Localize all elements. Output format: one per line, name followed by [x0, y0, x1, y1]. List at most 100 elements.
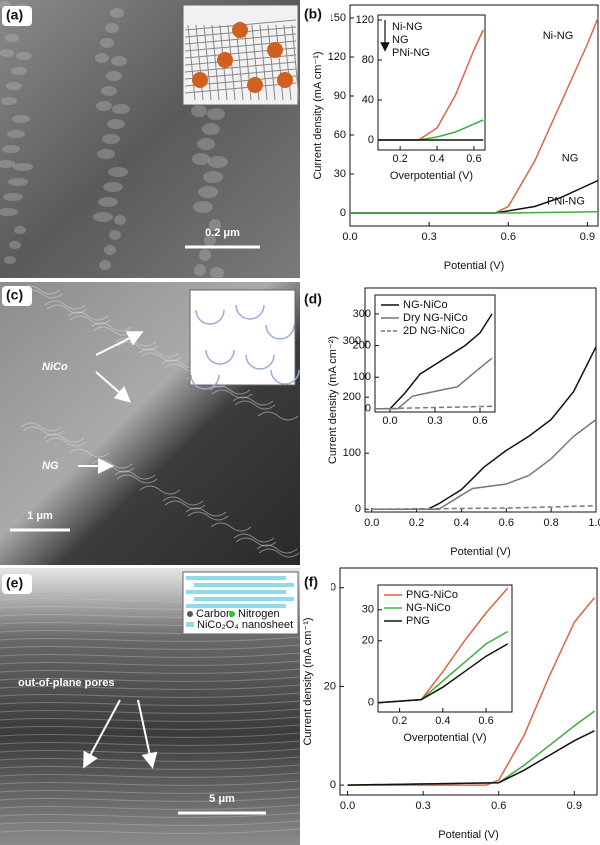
- texture: [7, 130, 25, 138]
- panel-label-box: [2, 6, 32, 26]
- texture: [0, 684, 301, 690]
- y-tick-label: 0: [340, 207, 346, 219]
- chart: 0.2 0.4 0.6 0 40 80 120 Overpotential (V) Ni-NGN…: [356, 14, 486, 182]
- texture: [197, 138, 215, 150]
- lattice: [184, 61, 297, 73]
- x-tick-label: 0.3: [422, 231, 437, 243]
- texture: [111, 56, 127, 66]
- inset-background: [375, 295, 495, 412]
- texture: [0, 732, 301, 738]
- y-tick-label: 100: [353, 371, 371, 383]
- series-label: PNi-NG: [547, 196, 585, 208]
- plot-frame: [377, 584, 513, 713]
- texture: [12, 115, 30, 123]
- texture: [210, 522, 252, 532]
- texture: [14, 226, 26, 234]
- y-axis-label: Current density (mA cm⁻¹): [302, 617, 314, 745]
- texture: [46, 304, 88, 314]
- texture: [45, 437, 87, 447]
- series-line: [371, 346, 597, 510]
- texture: [101, 86, 117, 96]
- texture: [3, 193, 23, 201]
- series-line: [375, 313, 493, 410]
- y-tick-label: 300: [353, 308, 371, 320]
- texture: [140, 352, 182, 362]
- texture: [44, 300, 86, 310]
- texture: [187, 511, 229, 521]
- texture: [106, 71, 122, 81]
- texture: [0, 660, 301, 666]
- x-tick-label: 0.6: [466, 153, 481, 165]
- y-tick-label: 0: [368, 134, 374, 146]
- texture: [11, 67, 27, 75]
- y-axis-label: Current density (mA cm⁻²): [327, 336, 339, 464]
- inset-c: [189, 289, 296, 386]
- texture: [258, 548, 300, 558]
- legend-text: 2D NG-NiCo: [403, 325, 465, 337]
- y-tick-label: 0: [330, 779, 336, 791]
- x-tick-label: 0.2: [392, 715, 407, 727]
- arrow: [137, 699, 158, 769]
- x-axis-label: Overpotential (V): [390, 170, 473, 182]
- nanosheet: [186, 590, 286, 594]
- y-tick-label: 20: [324, 680, 336, 692]
- series-line: [371, 505, 597, 510]
- texture: [139, 485, 181, 495]
- texture: [0, 676, 301, 682]
- y-tick-label: 20: [362, 635, 374, 647]
- texture: [0, 724, 301, 730]
- texture: [114, 215, 126, 225]
- crescent: [195, 309, 225, 325]
- y-tick-label: 120: [328, 51, 346, 63]
- texture: [164, 500, 206, 510]
- texture: [0, 756, 301, 762]
- texture: [0, 636, 301, 642]
- texture: [0, 740, 301, 746]
- y-tick-label: 100: [343, 447, 361, 459]
- lattice: [275, 24, 284, 101]
- texture: [9, 241, 21, 249]
- crescent: [265, 324, 295, 340]
- legend-text: NG: [392, 34, 409, 46]
- legend-dot: [187, 611, 193, 617]
- y-tick-label: 200: [353, 340, 371, 352]
- texture: [0, 788, 301, 794]
- texture: [0, 49, 14, 57]
- legend-text: Dry NG-NiCo: [403, 312, 468, 324]
- inset-e: [182, 571, 299, 635]
- legend-text: Ni-NG: [392, 21, 423, 33]
- texture: [13, 163, 33, 171]
- series-line: [350, 210, 599, 214]
- texture: [209, 219, 221, 231]
- lattice: [203, 24, 212, 101]
- x-tick-label: 0.4: [454, 517, 469, 529]
- x-tick-label: 0.2: [409, 517, 424, 529]
- y-tick-label: 30: [334, 168, 346, 180]
- texture: [97, 149, 115, 159]
- texture: [104, 245, 116, 255]
- texture: [0, 820, 301, 826]
- legend-text: PNi-NG: [392, 47, 430, 59]
- x-tick-label: 0.6: [499, 517, 514, 529]
- texture: [0, 716, 301, 722]
- texture: [96, 101, 112, 111]
- arrow: [83, 699, 121, 769]
- plot-frame: [349, 4, 599, 227]
- panel-label: (d): [304, 291, 322, 307]
- x-axis-label: Potential (V): [438, 829, 499, 841]
- texture: [194, 264, 206, 276]
- series-line: [347, 597, 596, 786]
- x-tick-label: 0.6: [491, 800, 506, 812]
- legend-text: NiCo₂O₄ nanosheet: [197, 619, 293, 631]
- particle: [217, 52, 233, 68]
- particle: [232, 22, 248, 38]
- chart: 0.00.20.40.60.81.00100200300Potential (V…: [301, 287, 600, 558]
- texture: [109, 230, 121, 240]
- panel-label: (b): [304, 6, 322, 22]
- y-tick-label: 0: [365, 403, 371, 415]
- texture: [0, 208, 18, 216]
- texture: [0, 700, 301, 706]
- panel-label-box: [301, 5, 331, 25]
- chart: 0.00.30.60.902040Potential (V)Current de…: [301, 567, 598, 841]
